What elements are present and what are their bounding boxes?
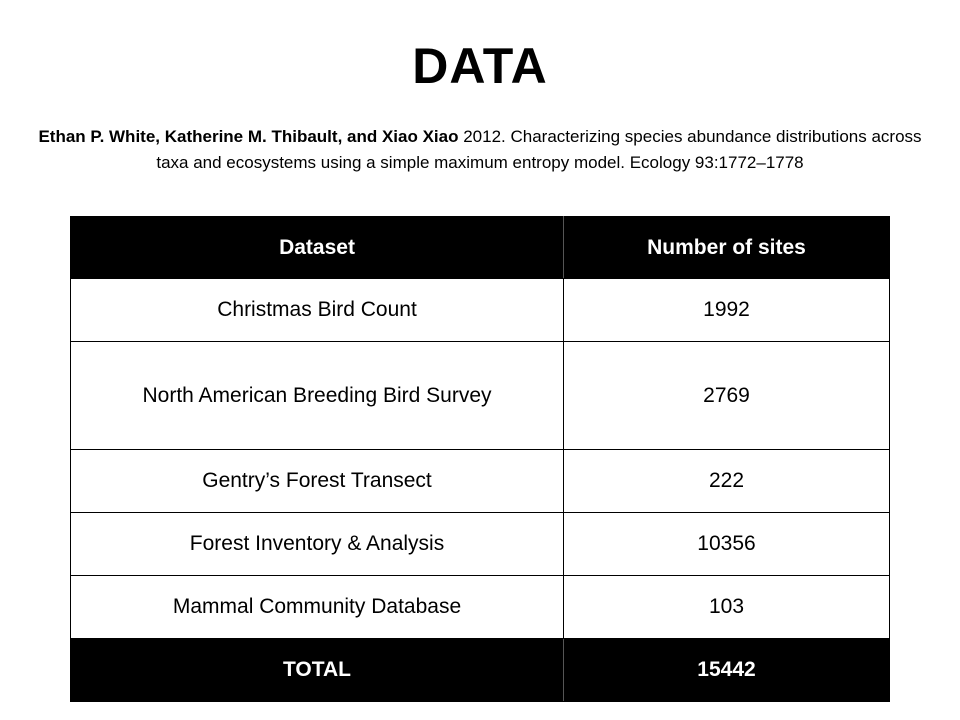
citation-reference: 2012. Characterizing species abundance d… [156, 127, 922, 172]
total-value-cell: 15442 [563, 638, 890, 702]
dataset-name-cell: Mammal Community Database [70, 575, 564, 639]
table-row: Gentry’s Forest Transect 222 [70, 449, 890, 513]
site-count-cell: 103 [563, 575, 890, 639]
table-total-row: TOTAL 15442 [70, 638, 890, 702]
table-row: Forest Inventory & Analysis 10356 [70, 512, 890, 576]
site-count-cell: 10356 [563, 512, 890, 576]
citation: Ethan P. White, Katherine M. Thibault, a… [30, 124, 930, 176]
dataset-name-cell: North American Breeding Bird Survey [70, 341, 564, 450]
column-header-number-of-sites: Number of sites [563, 216, 890, 279]
table-row: Christmas Bird Count 1992 [70, 278, 890, 342]
total-label-cell: TOTAL [70, 638, 564, 702]
dataset-name-cell: Gentry’s Forest Transect [70, 449, 564, 513]
dataset-name-cell: Christmas Bird Count [70, 278, 564, 342]
table-header-row: Dataset Number of sites [70, 216, 890, 279]
site-count-cell: 1992 [563, 278, 890, 342]
table-row: Mammal Community Database 103 [70, 575, 890, 639]
column-header-dataset: Dataset [70, 216, 564, 279]
dataset-name-cell: Forest Inventory & Analysis [70, 512, 564, 576]
table-row: North American Breeding Bird Survey 2769 [70, 341, 890, 450]
site-count-cell: 222 [563, 449, 890, 513]
page-title: DATA [412, 38, 548, 94]
site-count-cell: 2769 [563, 341, 890, 450]
citation-authors: Ethan P. White, Katherine M. Thibault, a… [38, 127, 459, 146]
datasets-table: Dataset Number of sites Christmas Bird C… [70, 216, 890, 702]
